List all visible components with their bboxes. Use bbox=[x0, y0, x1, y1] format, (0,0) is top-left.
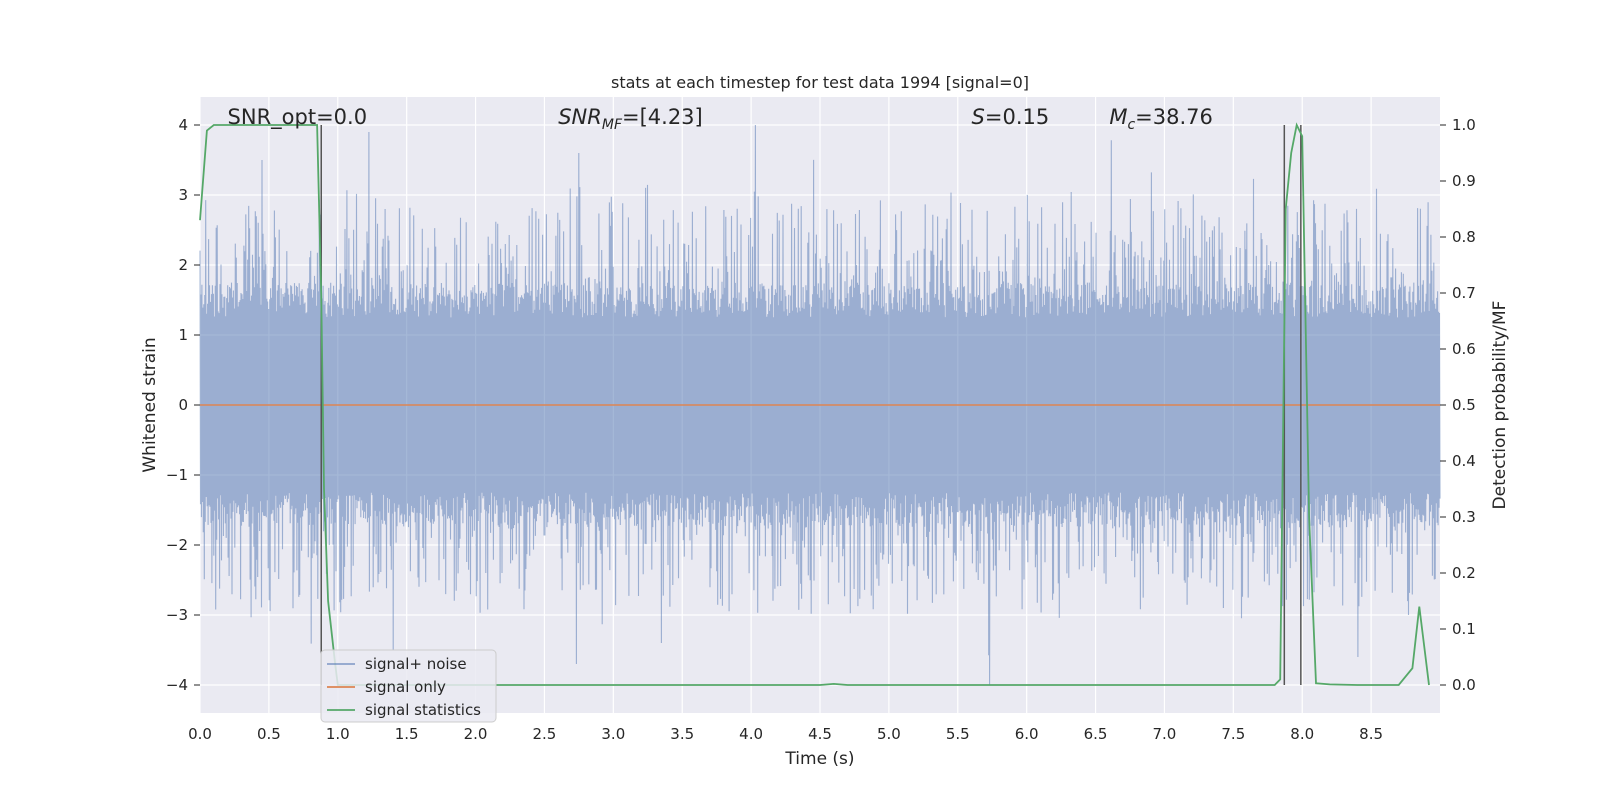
x-tick-label: 4.0 bbox=[739, 725, 763, 743]
x-tick-label: 6.5 bbox=[1084, 725, 1108, 743]
y2-tick-label: 0.0 bbox=[1452, 676, 1476, 694]
y2-tick-label: 0.8 bbox=[1452, 228, 1476, 246]
y-tick-label: −1 bbox=[166, 466, 188, 484]
y-tick-label: −3 bbox=[166, 606, 188, 624]
annotation-text: Mc=38.76 bbox=[1109, 105, 1213, 133]
y2-tick-label: 0.4 bbox=[1452, 452, 1476, 470]
x-tick-label: 5.5 bbox=[946, 725, 970, 743]
legend-label: signal only bbox=[365, 678, 446, 696]
y2-tick-label: 0.2 bbox=[1452, 564, 1476, 582]
x-axis-label: Time (s) bbox=[784, 749, 854, 769]
y-tick-label: −4 bbox=[166, 676, 188, 694]
axes: 0.0 0.5 1.0 1.5 2.0 2.5 3.0 3.5 4.0 4.5 5.0 5.5 6.0 6… bbox=[166, 116, 1476, 743]
legend-box bbox=[320, 649, 497, 723]
y2-tick-label: 0.5 bbox=[1452, 396, 1476, 414]
x-tick-label: 2.5 bbox=[533, 725, 557, 743]
x-tick-label: 5.0 bbox=[877, 725, 901, 743]
signal-statistics-line bbox=[199, 122, 1430, 686]
y2-tick-label: 0.1 bbox=[1452, 620, 1476, 638]
y-tick-label: 0 bbox=[178, 396, 188, 414]
x-tick-label: 3.0 bbox=[601, 725, 625, 743]
y2-tick-label: 0.3 bbox=[1452, 508, 1476, 526]
x-tick-label: 7.0 bbox=[1153, 725, 1177, 743]
x-tick-label: 0.0 bbox=[188, 725, 212, 743]
y-axis-label: Whitened strain bbox=[140, 337, 160, 472]
y2-tick-label: 0.6 bbox=[1452, 340, 1476, 358]
x-tick-label: 8.5 bbox=[1359, 725, 1383, 743]
annotation-text: SNRMF=[4.23] bbox=[558, 105, 703, 133]
x-tick-label: 7.5 bbox=[1221, 725, 1245, 743]
x-tick-label: 0.5 bbox=[257, 725, 281, 743]
y-tick-label: 1 bbox=[178, 326, 188, 344]
legend-label: signal statistics bbox=[365, 701, 481, 719]
y-tick-label: −2 bbox=[166, 536, 188, 554]
signal-noise-line bbox=[199, 124, 1441, 686]
legend: signal+ noise signal only signal statistic… bbox=[320, 649, 497, 723]
legend-label: signal+ noise bbox=[365, 655, 467, 673]
lines-layer bbox=[199, 122, 1440, 686]
annotation-text: SNR_opt=0.0 bbox=[228, 105, 368, 130]
x-tick-label: 1.5 bbox=[395, 725, 419, 743]
x-tick-label: 1.0 bbox=[326, 725, 350, 743]
annotations: SNR_opt=0.0 SNRMF=[4.23] S=0.15 Mc=38.76 bbox=[228, 105, 1213, 133]
y2-tick-label: 1.0 bbox=[1452, 116, 1476, 134]
y2-tick-label: 0.7 bbox=[1452, 284, 1476, 302]
y-tick-label: 4 bbox=[178, 116, 188, 134]
x-tick-label: 3.5 bbox=[670, 725, 694, 743]
x-tick-label: 8.0 bbox=[1290, 725, 1314, 743]
annotation-text: S=0.15 bbox=[972, 105, 1050, 129]
y-tick-label: 3 bbox=[178, 186, 188, 204]
x-tick-label: 2.0 bbox=[464, 725, 488, 743]
y2-axis-label: Detection probability/MF bbox=[1490, 301, 1510, 510]
y-tick-label: 2 bbox=[178, 256, 188, 274]
x-tick-label: 4.5 bbox=[808, 725, 832, 743]
x-tick-label: 6.0 bbox=[1015, 725, 1039, 743]
chart-title: stats at each timestep for test data 199… bbox=[611, 73, 1029, 92]
signal-noise-series bbox=[199, 124, 1441, 686]
y2-tick-label: 0.9 bbox=[1452, 172, 1476, 190]
